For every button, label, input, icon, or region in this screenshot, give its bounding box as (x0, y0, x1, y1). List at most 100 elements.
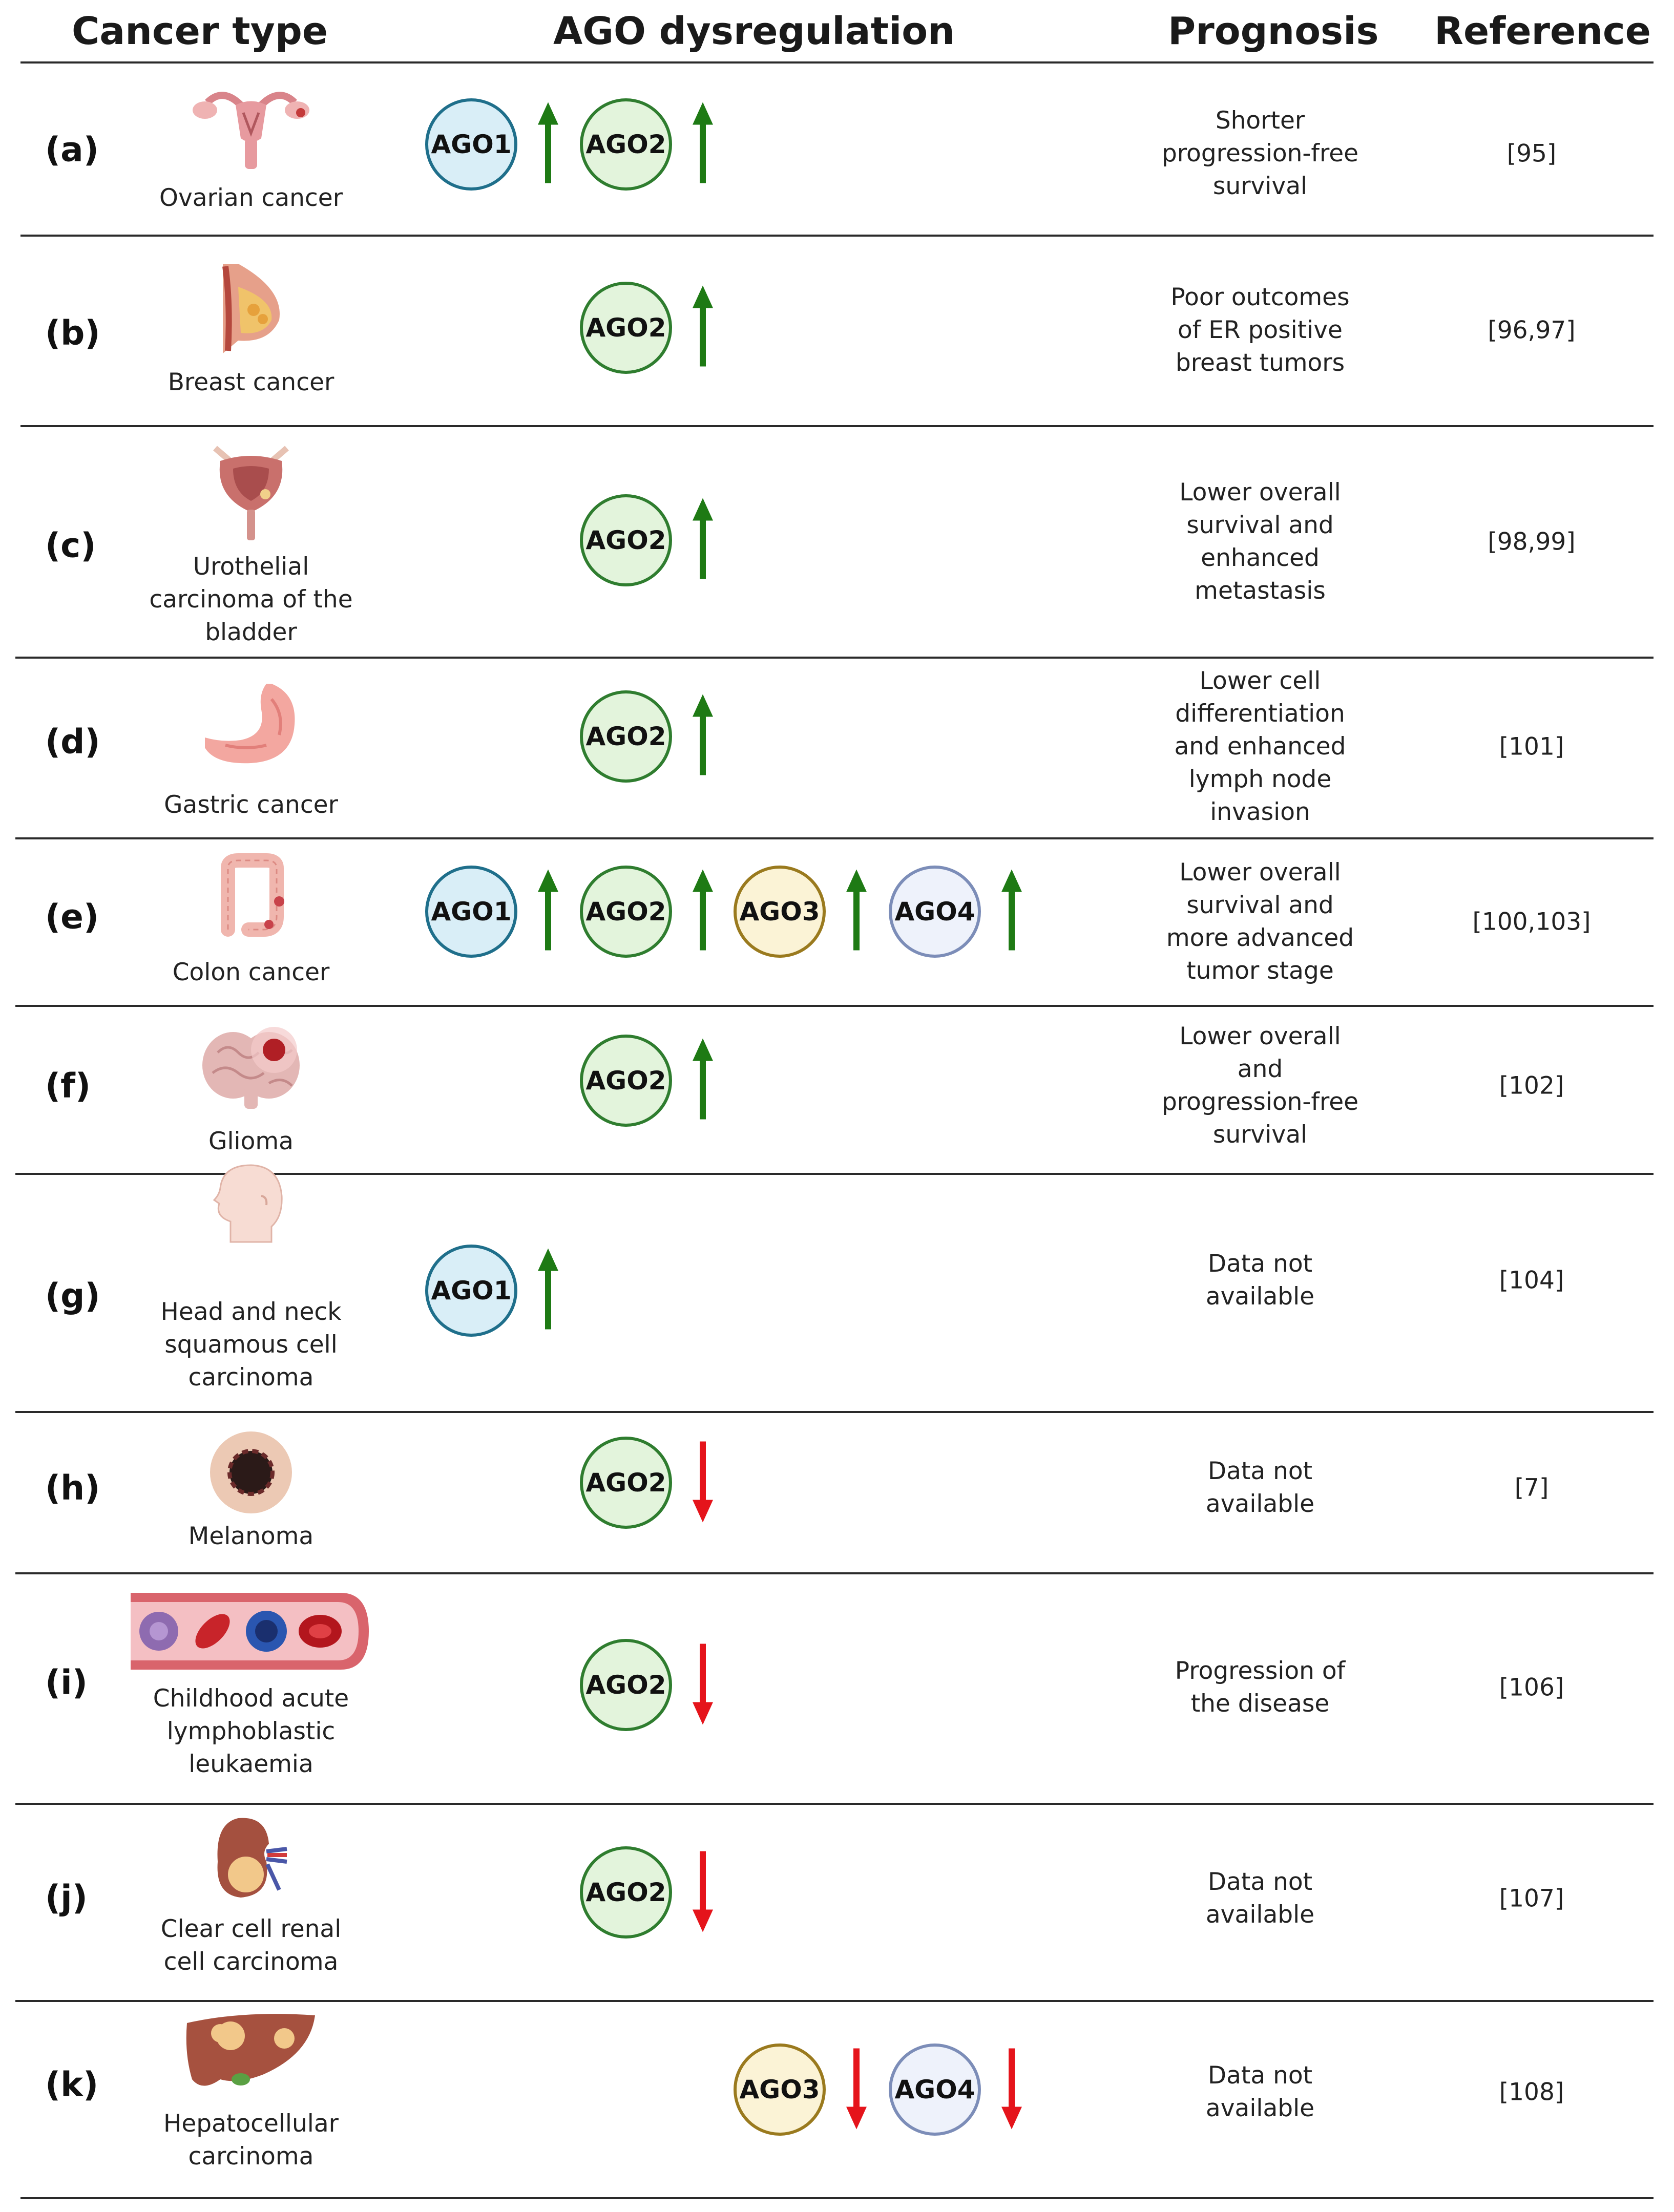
row-letter: (e) (45, 897, 99, 937)
breast-icon (207, 259, 295, 359)
ago-badge-ago2: AGO2 (580, 494, 672, 586)
reference-text: [106] (1499, 1673, 1564, 1702)
reference-text: [108] (1499, 2078, 1564, 2106)
row-letter: (i) (45, 1662, 88, 1702)
row-divider (15, 2000, 1654, 2002)
reference-text: [104] (1499, 1266, 1564, 1295)
prognosis-text: Data not available (1205, 1868, 1315, 1929)
ago-badge-ago3: AGO3 (734, 866, 826, 958)
prognosis-text: Lower overall survival and more advanced… (1166, 858, 1354, 985)
row-divider (20, 61, 1654, 64)
ago-badge-ago2: AGO2 (580, 1437, 672, 1529)
ago-badge-ago2: AGO2 (580, 1639, 672, 1731)
arrow-up-icon (1001, 869, 1022, 954)
reference-text: [95] (1506, 139, 1557, 168)
prognosis-text: Data not available (1205, 2061, 1315, 2122)
ago-badge-ago2: AGO2 (580, 1846, 672, 1939)
header-cancer-type: Cancer type (72, 9, 328, 53)
row-divider (20, 235, 1654, 237)
ago-badge-ago2: AGO2 (580, 866, 672, 958)
cancer-name: Ovarian cancer (159, 184, 343, 212)
stomach-icon (195, 679, 307, 773)
prognosis-text: Shorter progression-free survival (1161, 107, 1359, 200)
row-letter: (f) (45, 1066, 91, 1106)
arrow-down-icon (1001, 2048, 1022, 2132)
reference-text: [100,103] (1472, 908, 1591, 936)
row-letter: (h) (45, 1468, 100, 1508)
cancer-name: Gastric cancer (164, 791, 338, 819)
arrow-up-icon (538, 102, 558, 187)
reference-text: [101] (1499, 732, 1564, 761)
cancer-name: Glioma (208, 1127, 294, 1155)
arrow-up-icon (693, 102, 713, 187)
arrow-down-icon (846, 2048, 867, 2132)
prognosis-text: Data not available (1205, 1250, 1315, 1311)
cancer-name: Clear cell renal cell carcinoma (160, 1915, 342, 1976)
ago-badge-ago1: AGO1 (425, 98, 517, 191)
row-letter: (g) (45, 1276, 100, 1316)
row-divider (15, 837, 1654, 839)
cancer-name: Urothelial carcinoma of the bladder (149, 553, 353, 646)
row-letter: (a) (45, 130, 99, 170)
arrow-up-icon (846, 869, 867, 954)
colon-icon (207, 853, 295, 947)
ago-badge-ago1: AGO1 (425, 1245, 517, 1337)
arrow-up-icon (538, 1248, 558, 1333)
row-divider (15, 1173, 1654, 1175)
ago-badge-ago2: AGO2 (580, 1035, 672, 1127)
ovary-icon (187, 77, 315, 177)
blood-vessel-icon (131, 1588, 371, 1677)
row-divider (20, 425, 1654, 427)
ago-badge-ago3: AGO3 (734, 2044, 826, 2136)
prognosis-text: Lower overall survival and enhanced meta… (1179, 478, 1341, 605)
row-divider (15, 1572, 1654, 1574)
head-icon (210, 1160, 292, 1250)
ago-badge-ago2: AGO2 (580, 690, 672, 783)
row-divider (15, 1803, 1654, 1805)
reference-text: [98,99] (1488, 528, 1576, 556)
prognosis-text: Poor outcomes of ER positive breast tumo… (1170, 283, 1350, 377)
cancer-name: Childhood acute lymphoblastic leukaemia (153, 1684, 349, 1778)
row-letter: (j) (45, 1878, 88, 1918)
cancer-name: Colon cancer (172, 958, 330, 986)
row-divider (15, 657, 1654, 659)
reference-text: [107] (1499, 1884, 1564, 1913)
ago-badge-ago4: AGO4 (889, 866, 981, 958)
row-divider (15, 1411, 1654, 1413)
header-ago-dysregulation: AGO dysregulation (553, 9, 955, 53)
row-letter: (d) (45, 722, 100, 762)
prognosis-text: Lower cell differentiation and enhanced … (1174, 667, 1346, 826)
arrow-down-icon (693, 1441, 713, 1525)
row-divider (15, 1005, 1654, 1007)
liver-icon (182, 2008, 320, 2102)
reference-text: [102] (1499, 1071, 1564, 1100)
reference-text: [96,97] (1488, 316, 1576, 345)
brain-icon (197, 1022, 305, 1116)
row-divider (20, 2197, 1654, 2199)
row-letter: (k) (45, 2064, 99, 2104)
arrow-up-icon (693, 498, 713, 583)
arrow-up-icon (693, 869, 713, 954)
kidney-icon (210, 1813, 292, 1908)
arrow-up-icon (538, 869, 558, 954)
ago-badge-ago2: AGO2 (580, 282, 672, 374)
cancer-name: Breast cancer (168, 368, 334, 396)
ago-badge-ago4: AGO4 (889, 2044, 981, 2136)
arrow-down-icon (693, 1643, 713, 1728)
prognosis-text: Progression of the disease (1175, 1657, 1346, 1718)
cancer-name: Melanoma (188, 1522, 314, 1550)
header-reference: Reference (1434, 9, 1651, 53)
reference-text: [7] (1514, 1473, 1549, 1502)
melanoma-icon (207, 1429, 295, 1519)
bladder-icon (205, 440, 297, 545)
prognosis-text: Lower overall and progression-free survi… (1161, 1022, 1359, 1149)
arrow-up-icon (693, 285, 713, 370)
prognosis-text: Data not available (1205, 1457, 1315, 1518)
row-letter: (b) (45, 313, 100, 353)
ago-badge-ago2: AGO2 (580, 98, 672, 191)
cancer-name: Head and neck squamous cell carcinoma (160, 1298, 342, 1392)
ago-badge-ago1: AGO1 (425, 866, 517, 958)
arrow-up-icon (693, 694, 713, 779)
arrow-up-icon (693, 1038, 713, 1123)
header-prognosis: Prognosis (1168, 9, 1379, 53)
